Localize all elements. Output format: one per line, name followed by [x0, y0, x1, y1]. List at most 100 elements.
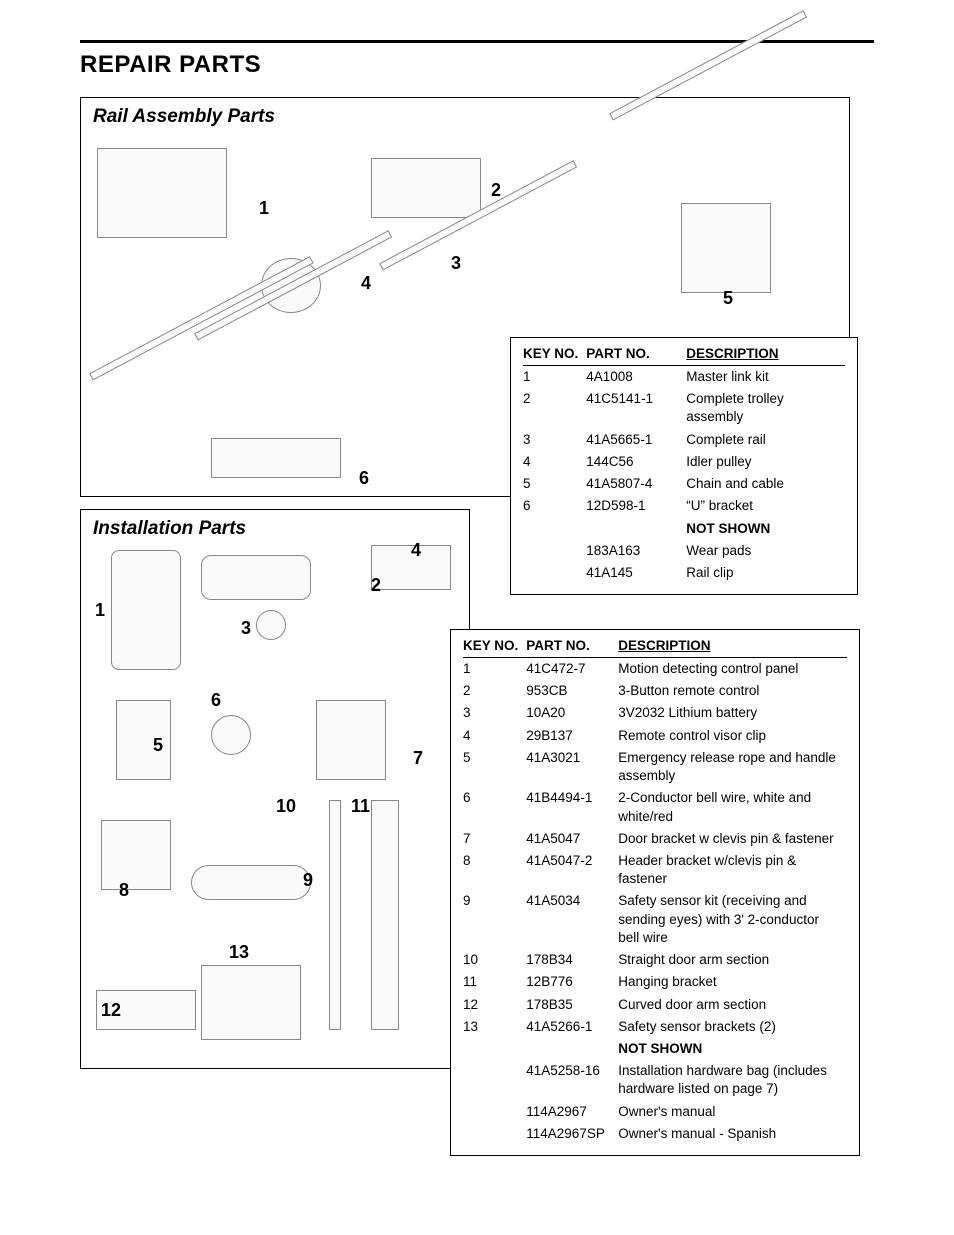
install-callout-1: 1: [95, 600, 105, 621]
install-parts-table: KEY NO. PART NO. DESCRIPTION 141C472-7Mo…: [463, 638, 847, 1145]
rail-part-sketch-1: [97, 148, 227, 238]
install-th-desc: DESCRIPTION: [618, 638, 847, 658]
rail-th-part: PART NO.: [586, 346, 686, 366]
table-row: 14A1008Master link kit: [523, 366, 845, 389]
cell-key: 1: [523, 366, 586, 389]
table-row: 10178B34Straight door arm section: [463, 949, 847, 971]
install-section: Installation Parts 1 2 3 4 5 6 7 8 9: [80, 509, 874, 1069]
table-row: 841A5047-2Header bracket w/clevis pin & …: [463, 850, 847, 890]
table-row: 641B4494-12-Conductor bell wire, white a…: [463, 787, 847, 827]
cell-desc: Idler pulley: [686, 451, 845, 473]
cell-part: 178B35: [526, 994, 618, 1016]
cell-desc: Motion detecting control panel: [618, 658, 847, 681]
cell-part: 4A1008: [586, 366, 686, 389]
install-callout-8: 8: [119, 880, 129, 901]
cell-part: 41A5047-2: [526, 850, 618, 890]
table-row: 114A2967Owner's manual: [463, 1101, 847, 1123]
cell-desc: Complete trolley assembly: [686, 388, 845, 428]
cell-part: 114A2967: [526, 1101, 618, 1123]
cell-desc: Master link kit: [686, 366, 845, 389]
not-shown-header-row: NOT SHOWN: [463, 1038, 847, 1060]
install-sketch-11: [371, 800, 399, 1030]
table-row: 310A203V2032 Lithium battery: [463, 702, 847, 724]
cell-key: 3: [463, 702, 526, 724]
rail-callout-2: 2: [491, 180, 501, 201]
table-row: 241C5141-1Complete trolley assembly: [523, 388, 845, 428]
cell-part: 953CB: [526, 680, 618, 702]
cell-key: 2: [523, 388, 586, 428]
install-sketch-7: [316, 700, 386, 780]
cell-desc: Installation hardware bag (includes hard…: [618, 1060, 847, 1100]
table-row: 41A5258-16Installation hardware bag (inc…: [463, 1060, 847, 1100]
table-row: 541A3021Emergency release rope and handl…: [463, 747, 847, 787]
install-sketch-10: [329, 800, 341, 1030]
rail-part-sketch-2: [371, 158, 481, 218]
cell-key: 5: [523, 473, 586, 495]
cell-key: 11: [463, 971, 526, 993]
cell-part: 41A3021: [526, 747, 618, 787]
cell-key: 1: [463, 658, 526, 681]
cell-part: 114A2967SP: [526, 1123, 618, 1145]
cell-desc: Door bracket w clevis pin & fastener: [618, 828, 847, 850]
table-row: 114A2967SPOwner's manual - Spanish: [463, 1123, 847, 1145]
install-callout-5: 5: [153, 735, 163, 756]
cell-desc: Hanging bracket: [618, 971, 847, 993]
cell-part: 41B4494-1: [526, 787, 618, 827]
cell-key: 3: [523, 429, 586, 451]
cell-part: 29B137: [526, 725, 618, 747]
cell-key: 8: [463, 850, 526, 890]
install-callout-3: 3: [241, 618, 251, 639]
install-tbody: 141C472-7Motion detecting control panel2…: [463, 658, 847, 1146]
cell-part: 144C56: [586, 451, 686, 473]
cell-part: 41C472-7: [526, 658, 618, 681]
cell-part: 12B776: [526, 971, 618, 993]
cell-key: 4: [463, 725, 526, 747]
rail-callout-4: 4: [361, 273, 371, 294]
install-callout-2: 2: [371, 575, 381, 596]
cell-desc: Complete rail: [686, 429, 845, 451]
install-diagram-title: Installation Parts: [93, 518, 246, 540]
install-callout-12: 12: [101, 1000, 121, 1021]
install-callout-11: 11: [351, 796, 370, 817]
table-row: 2953CB3-Button remote control: [463, 680, 847, 702]
not-shown-label: NOT SHOWN: [618, 1038, 847, 1060]
cell-key: 13: [463, 1016, 526, 1038]
cell-desc: Owner's manual: [618, 1101, 847, 1123]
install-callout-9: 9: [303, 870, 313, 891]
install-parts-table-box: KEY NO. PART NO. DESCRIPTION 141C472-7Mo…: [450, 629, 860, 1156]
cell-part: 41A5266-1: [526, 1016, 618, 1038]
cell-key: 4: [523, 451, 586, 473]
cell-part: 41A5258-16: [526, 1060, 618, 1100]
page-title: REPAIR PARTS: [80, 51, 874, 79]
install-sketch-8: [101, 820, 171, 890]
cell-part: 41A5047: [526, 828, 618, 850]
page: REPAIR PARTS Rail Assembly Parts 1 2 3 4…: [0, 0, 954, 1139]
cell-key: 10: [463, 949, 526, 971]
rail-diagram-title: Rail Assembly Parts: [93, 106, 275, 128]
install-th-key: KEY NO.: [463, 638, 526, 658]
table-row: 541A5807-4Chain and cable: [523, 473, 845, 495]
cell-desc: Chain and cable: [686, 473, 845, 495]
install-diagram-box: Installation Parts 1 2 3 4 5 6 7 8 9: [80, 509, 470, 1069]
table-row: 941A5034Safety sensor kit (receiving and…: [463, 890, 847, 949]
cell-part: 41A5034: [526, 890, 618, 949]
cell-desc: Emergency release rope and handle assemb…: [618, 747, 847, 787]
cell-key: 9: [463, 890, 526, 949]
install-sketch-1: [111, 550, 181, 670]
install-callout-4: 4: [411, 540, 421, 561]
rail-th-desc: DESCRIPTION: [686, 346, 845, 366]
cell-key: 2: [463, 680, 526, 702]
cell-part: 41A5807-4: [586, 473, 686, 495]
install-sketch-2: [201, 555, 311, 600]
cell-key: 12: [463, 994, 526, 1016]
rail-part-sketch-3d: [89, 256, 313, 380]
cell-desc: Header bracket w/clevis pin & fastener: [618, 850, 847, 890]
table-row: 1341A5266-1Safety sensor brackets (2): [463, 1016, 847, 1038]
table-row: 429B137Remote control visor clip: [463, 725, 847, 747]
rail-part-sketch-6: [211, 438, 341, 478]
cell-desc: Remote control visor clip: [618, 725, 847, 747]
cell-part: 10A20: [526, 702, 618, 724]
install-sketch-6: [211, 715, 251, 755]
cell-key: 7: [463, 828, 526, 850]
cell-key: [463, 1123, 526, 1145]
